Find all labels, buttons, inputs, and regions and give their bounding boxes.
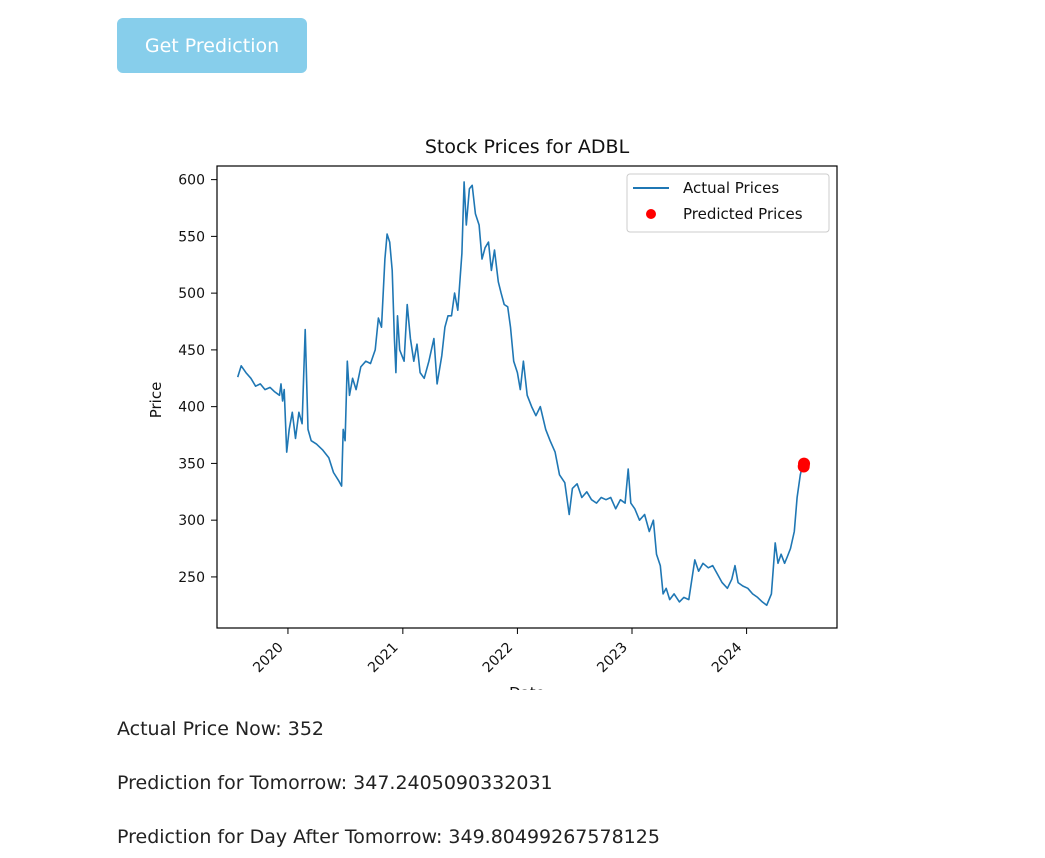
x-tick-label: 2021 [365, 640, 402, 677]
plot-frame [216, 165, 838, 629]
actual-price-text: Actual Price Now: 352 [117, 718, 324, 740]
plot-layer: 250 300 350 400 450 500 550 600 2020 2021 2022 2023… [178, 165, 838, 702]
y-tick-label: 500 [178, 286, 205, 302]
stock-price-chart: Stock Prices for ADBL Price 250 300 350 400… [117, 120, 857, 702]
legend-box [626, 173, 830, 233]
x-tick-label: 2024 [709, 639, 746, 676]
x-tick-label: 2022 [480, 640, 517, 677]
legend-actual-label: Actual Prices [683, 179, 779, 197]
y-tick-label: 600 [178, 173, 205, 189]
y-axis-label: Price [147, 382, 165, 419]
chart-svg: Stock Prices for ADBL Price 250 300 350 400… [147, 136, 838, 702]
chart-legend: Actual Prices Predicted Prices [626, 173, 830, 233]
chart-title: Stock Prices for ADBL [425, 136, 630, 158]
series-predicted-prices-point [798, 457, 811, 470]
get-prediction-button[interactable]: Get Prediction [117, 18, 307, 73]
y-tick-label: 400 [178, 400, 205, 416]
y-tick-label: 250 [178, 570, 205, 586]
y-tick-label: 550 [178, 229, 205, 245]
prediction-tomorrow-text: Prediction for Tomorrow: 347.24050903320… [117, 772, 553, 794]
legend-predicted-label: Predicted Prices [683, 205, 803, 223]
y-tick-label: 300 [178, 513, 205, 529]
series-actual-prices-line [236, 181, 805, 607]
y-tick-label: 350 [178, 456, 205, 472]
x-tick-label: 2023 [594, 640, 631, 677]
legend-predicted-swatch [646, 209, 656, 219]
prediction-day-after-text: Prediction for Day After Tomorrow: 349.8… [117, 826, 660, 848]
x-axis-label: Date [509, 684, 545, 690]
x-tick-label: 2020 [250, 640, 287, 677]
y-tick-label: 450 [178, 343, 205, 359]
